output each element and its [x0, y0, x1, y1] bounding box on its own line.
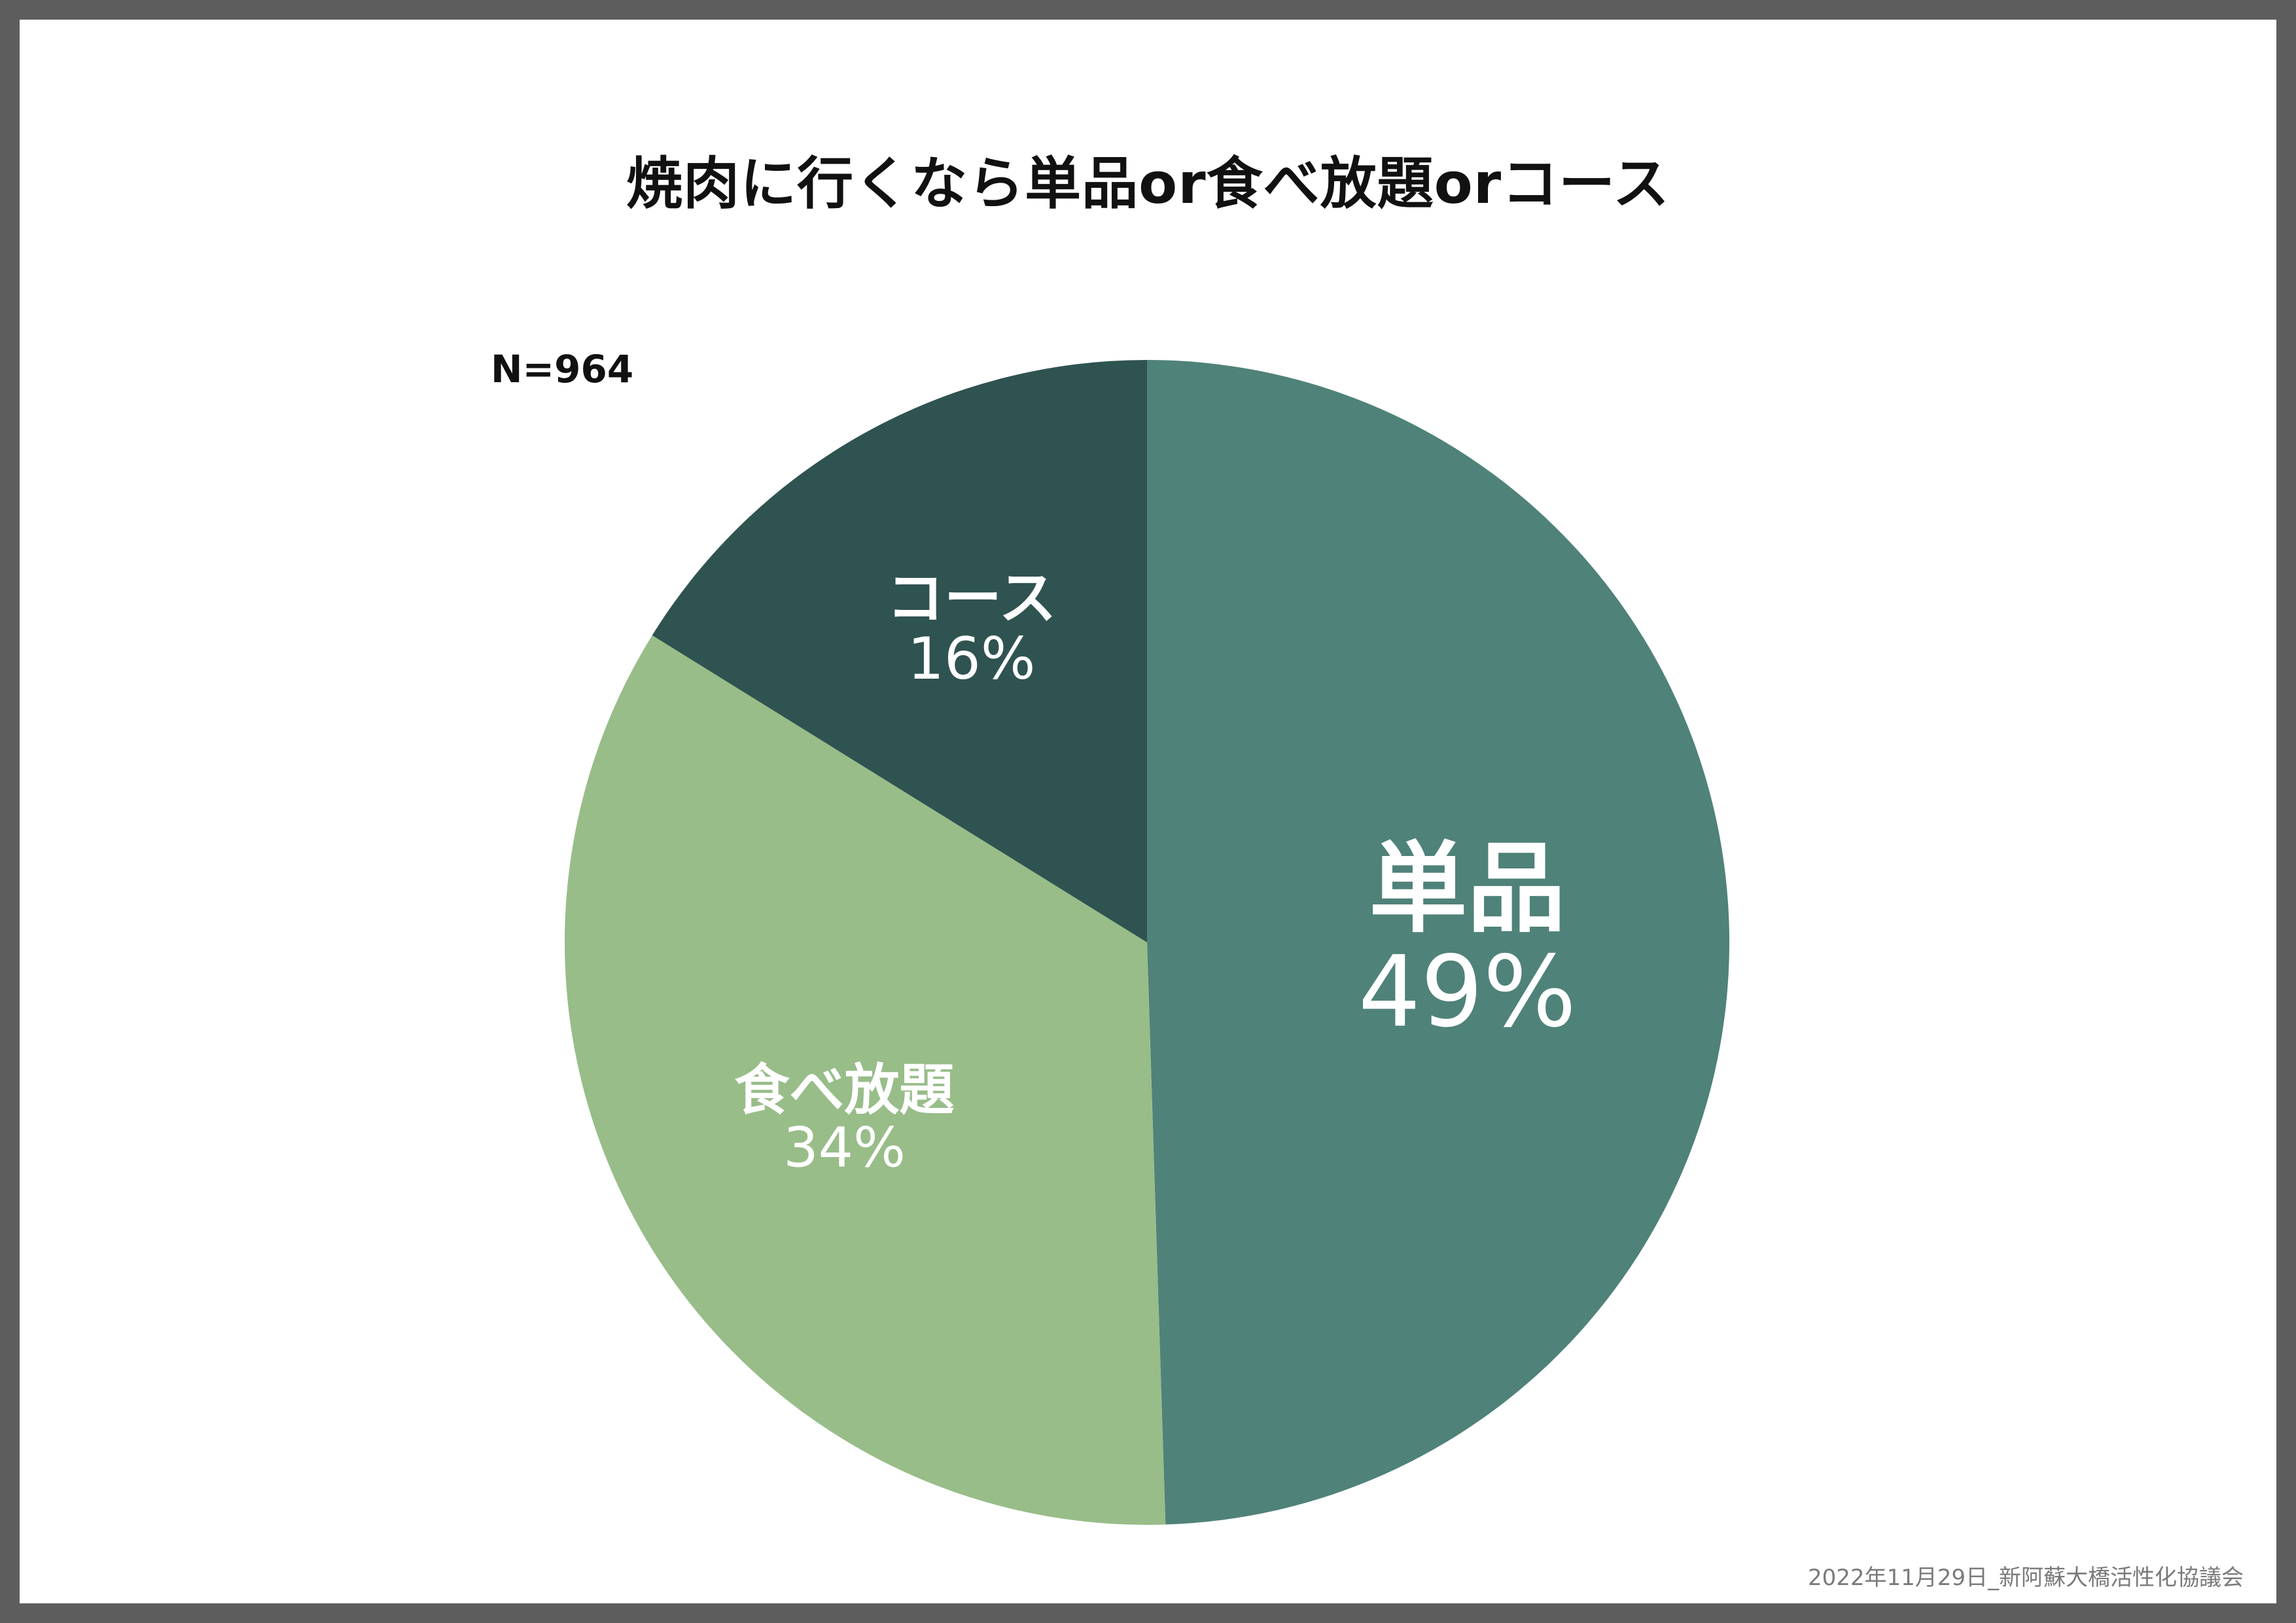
pie-slice — [1147, 360, 1730, 1525]
slice-value-label: 49% — [1358, 935, 1576, 1049]
slice-label: 食べ放題 — [735, 1058, 955, 1122]
sample-size-label: N=964 — [491, 347, 634, 391]
pie-slice — [565, 635, 1166, 1525]
slice-label: コース — [887, 565, 1057, 632]
slice-value-label: 34% — [783, 1116, 906, 1180]
footer-credit: 2022年11月29日_新阿蘇大橋活性化協議会 — [1807, 1565, 2244, 1591]
chart-title: 焼肉に行くなら単品or食べ放題orコース — [626, 151, 1670, 217]
slide: 焼肉に行くなら単品or食べ放題orコース N=964 単品 49% 食べ放題 34% コ… — [20, 20, 2276, 1603]
pie-slice — [652, 360, 1147, 942]
slice-value-label: 16% — [908, 625, 1036, 692]
slice-label: 単品 — [1369, 832, 1565, 946]
